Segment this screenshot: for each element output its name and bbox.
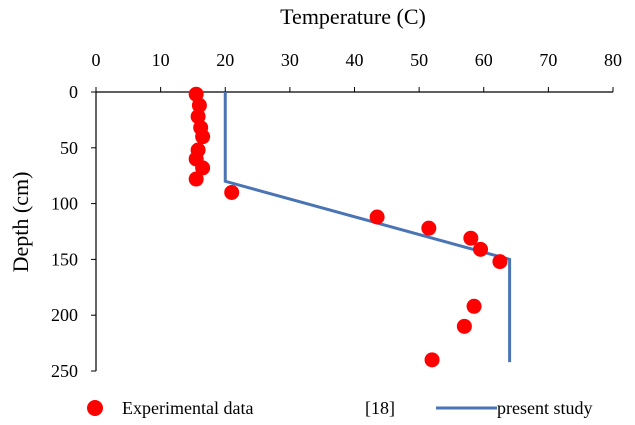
x-tick-label: 70 [539,50,557,70]
legend-label-present-study: present study [497,398,592,418]
legend-marker-experimental [87,400,103,416]
data-point-experimental [190,109,206,125]
legend-label-experimental: Experimental data [122,398,253,418]
y-tick-label: 0 [69,82,78,102]
data-point-experimental [191,97,207,113]
data-point-experimental [421,220,437,236]
x-tick-label: 60 [475,50,493,70]
data-point-experimental [463,230,479,246]
data-point-experimental [492,254,508,270]
data-point-experimental [466,298,482,314]
x-axis-label: Temperature (C) [280,4,426,29]
x-tick-label: 80 [604,50,622,70]
plot-area: 0 10 20 30 40 50 60 70 80 0 50 100 150 200 250 [51,50,622,381]
data-point-experimental [195,129,211,145]
data-point-experimental [424,352,440,368]
x-tick-label: 10 [152,50,170,70]
y-tick-label: 250 [51,361,78,381]
data-point-experimental [188,171,204,187]
x-tick-label: 0 [92,50,101,70]
y-axis-label: Depth (cm) [8,172,33,273]
x-tick-label: 30 [281,50,299,70]
data-point-experimental [369,209,385,225]
data-point-experimental [224,184,240,200]
y-tick-label: 100 [51,194,78,214]
series-line-present-study [223,92,512,363]
y-tick-label: 150 [51,249,78,269]
x-tick-label: 50 [410,50,428,70]
x-tick-label: 40 [346,50,364,70]
y-tick-label: 200 [51,305,78,325]
data-point-experimental [456,318,472,334]
legend: Experimental data [18] present study [87,398,592,418]
legend-ref-experimental: [18] [365,398,395,418]
x-tick-label: 20 [216,50,234,70]
data-point-experimental [473,241,489,257]
data-point-experimental [195,160,211,176]
y-tick-label: 50 [60,138,78,158]
